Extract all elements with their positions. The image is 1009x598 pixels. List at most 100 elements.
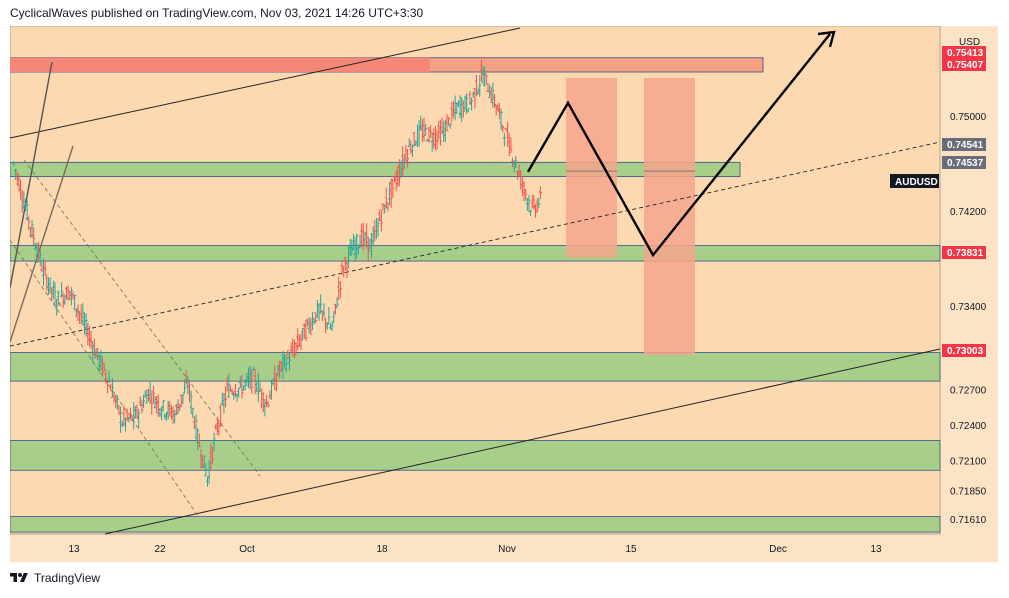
time-axis[interactable]: 13 22 Oct 18 Nov 15 Dec 13 xyxy=(68,544,882,555)
candle xyxy=(274,372,278,392)
candle xyxy=(342,266,346,278)
descending-dashed-1 xyxy=(23,159,261,477)
candle xyxy=(438,119,442,146)
price-tick-label: 0.71850 xyxy=(950,486,987,497)
time-tick-label: 18 xyxy=(376,544,388,555)
candle xyxy=(406,148,410,168)
zone-zone-3 xyxy=(9,352,941,382)
currency-label: USD xyxy=(959,37,980,48)
candle xyxy=(104,369,108,384)
publish-header: CyclicalWaves published on TradingView.c… xyxy=(10,6,424,20)
candle xyxy=(465,93,469,115)
candle xyxy=(435,129,439,150)
price-tick-label: 0.73400 xyxy=(950,302,987,313)
candle xyxy=(327,306,331,325)
candle xyxy=(538,186,542,200)
resistance-zone-left xyxy=(10,57,430,73)
zone-zone-2 xyxy=(9,245,941,262)
candle xyxy=(491,82,495,108)
candle xyxy=(350,239,354,256)
candle xyxy=(107,370,111,383)
price-chart[interactable]: USD 0.75000 0.74200 0.73400 0.72700 0.72400 0… xyxy=(9,25,998,562)
candle xyxy=(12,161,16,167)
candle xyxy=(448,122,452,129)
candle xyxy=(56,290,60,306)
svg-text:0.75413: 0.75413 xyxy=(947,48,984,59)
candle xyxy=(219,404,223,427)
price-tag: 0.74537 xyxy=(942,156,986,169)
candle xyxy=(389,178,393,208)
candle xyxy=(250,369,254,394)
candle xyxy=(227,373,231,399)
candle xyxy=(322,303,326,318)
trendlines xyxy=(9,27,941,535)
svg-text:0.74537: 0.74537 xyxy=(947,158,984,169)
candle xyxy=(48,277,52,294)
candle xyxy=(333,303,337,315)
midline-dashed xyxy=(9,141,941,347)
lower-channel-line xyxy=(104,348,941,535)
candle xyxy=(366,236,370,261)
candle xyxy=(478,75,482,97)
price-tick-label: 0.74200 xyxy=(950,207,987,218)
candle xyxy=(202,455,206,469)
zone-zone-1 xyxy=(9,161,741,178)
price-tick-label: 0.71610 xyxy=(950,515,987,526)
candle xyxy=(60,282,64,298)
candle xyxy=(473,88,477,109)
candle xyxy=(209,443,213,471)
candle xyxy=(105,379,109,394)
candle xyxy=(161,399,165,412)
candle xyxy=(527,194,531,213)
candle xyxy=(27,216,31,231)
candle xyxy=(99,350,103,371)
candle xyxy=(204,463,208,477)
candle xyxy=(502,133,506,147)
candle xyxy=(288,353,292,371)
time-tick-label: 15 xyxy=(625,544,637,555)
footer: TradingView xyxy=(10,571,100,585)
price-tick-label: 0.72700 xyxy=(950,385,987,396)
arrow-head-icon xyxy=(817,30,836,48)
candle xyxy=(283,353,287,369)
chart-panel[interactable]: USD 0.75000 0.74200 0.73400 0.72700 0.72400 0… xyxy=(9,25,998,562)
candle xyxy=(196,428,200,451)
time-tick-label: Oct xyxy=(239,544,255,555)
candle xyxy=(55,298,59,316)
candle xyxy=(447,117,451,126)
candle xyxy=(445,113,449,132)
svg-text:0.75407: 0.75407 xyxy=(947,60,984,71)
candle xyxy=(84,313,88,337)
candle xyxy=(422,117,426,142)
candle xyxy=(73,294,77,310)
candle xyxy=(284,357,288,373)
candle xyxy=(30,219,34,239)
candle xyxy=(376,217,380,237)
candle xyxy=(110,378,114,398)
candle xyxy=(427,126,431,143)
candle xyxy=(53,282,57,306)
candle xyxy=(470,97,474,111)
projection-path xyxy=(526,30,836,258)
svg-text:0.73003: 0.73003 xyxy=(947,346,984,357)
price-tick-label: 0.72100 xyxy=(950,457,987,468)
candle xyxy=(345,260,349,279)
price-tick-label: 0.72400 xyxy=(950,421,987,432)
projection-box xyxy=(566,77,617,258)
candle xyxy=(537,197,541,209)
candle xyxy=(181,393,185,405)
candle xyxy=(256,372,260,403)
time-tick-label: 13 xyxy=(68,544,80,555)
candle xyxy=(237,387,241,398)
candle xyxy=(483,66,487,87)
candle xyxy=(151,385,155,404)
candle xyxy=(514,155,518,168)
candle xyxy=(460,97,464,123)
candle xyxy=(148,380,152,405)
price-axis[interactable]: USD 0.75000 0.74200 0.73400 0.72700 0.72400 0… xyxy=(950,37,987,526)
candle xyxy=(191,407,195,419)
time-tick-label: Nov xyxy=(498,544,516,555)
price-tag: 0.73831 xyxy=(942,246,986,259)
price-tag: 0.75413 xyxy=(942,46,986,59)
upper-channel-line xyxy=(9,27,521,139)
